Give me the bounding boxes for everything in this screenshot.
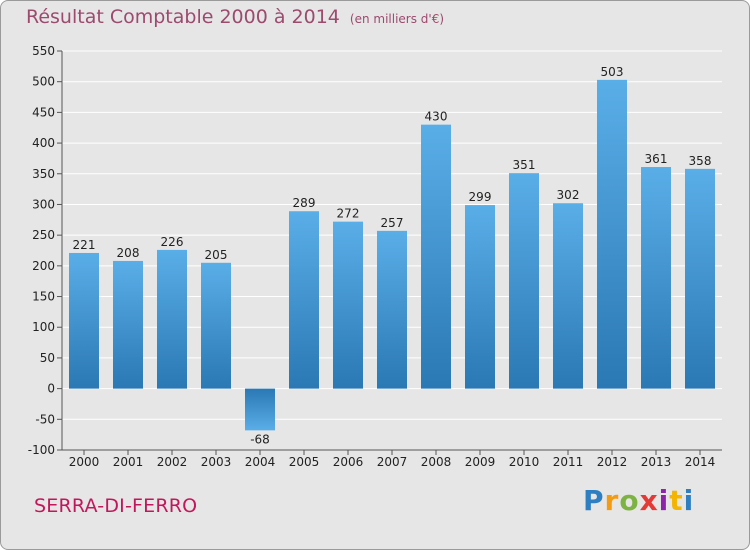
- y-tick-label: -50: [35, 412, 55, 426]
- location-label: SERRA-DI-FERRO: [34, 495, 198, 517]
- x-tick-label: 2000: [69, 455, 100, 469]
- y-tick-label: 300: [32, 197, 55, 211]
- bar: [465, 205, 495, 389]
- bar: [641, 167, 671, 389]
- y-tick-label: 200: [32, 259, 55, 273]
- x-tick-label: 2001: [113, 455, 144, 469]
- bar: [69, 252, 99, 389]
- proxiti-logo: Proxiti: [583, 484, 695, 517]
- x-tick-label: 2013: [641, 455, 672, 469]
- title-text: Résultat Comptable 2000 à 2014: [26, 6, 340, 28]
- data-label: 205: [205, 248, 228, 262]
- y-tick-label: 0: [47, 382, 55, 396]
- bar: [685, 168, 715, 389]
- x-tick-label: 2002: [157, 455, 188, 469]
- y-tick-label: 350: [32, 167, 55, 181]
- data-label: 299: [469, 190, 492, 204]
- y-tick-label: 550: [32, 44, 55, 58]
- data-label: 257: [381, 216, 404, 230]
- x-tick-label: 2008: [421, 455, 452, 469]
- x-tick-label: 2009: [465, 455, 496, 469]
- chart-title: Résultat Comptable 2000 à 2014 (en millie…: [26, 6, 444, 28]
- data-label: 361: [645, 152, 668, 166]
- bar: [113, 260, 143, 389]
- bar: [553, 203, 583, 389]
- bar: [289, 211, 319, 389]
- data-label: 272: [337, 207, 360, 221]
- data-label: -68: [250, 432, 270, 446]
- bar: [245, 388, 275, 431]
- data-labels: 221 208 226 205 -68 289 272 257 430 299 351 302 503 3…: [73, 65, 712, 447]
- bars: [69, 79, 715, 431]
- x-tick-label: 2012: [597, 455, 628, 469]
- y-tick-label: 500: [32, 75, 55, 89]
- x-tick-label: 2005: [289, 455, 320, 469]
- data-label: 208: [117, 246, 140, 260]
- title-unit: (en milliers d'€): [349, 12, 445, 26]
- y-tick-label: 250: [32, 228, 55, 242]
- data-label: 358: [689, 154, 712, 168]
- x-tick-label: 2007: [377, 455, 408, 469]
- data-label: 226: [161, 235, 184, 249]
- data-label: 503: [601, 65, 624, 79]
- data-label: 302: [557, 188, 580, 202]
- axes: -100 -50 0 50 100 150 200 250 300 350 400 450 500 550…: [28, 44, 722, 469]
- bar: [421, 124, 451, 389]
- data-label: 221: [73, 238, 96, 252]
- y-tick-label: 50: [40, 351, 55, 365]
- bar: [509, 173, 539, 389]
- x-tick-label: 2010: [509, 455, 540, 469]
- y-tick-label: 150: [32, 290, 55, 304]
- y-tick-label: 450: [32, 105, 55, 119]
- bar: [201, 262, 231, 389]
- x-tick-label: 2006: [333, 455, 364, 469]
- y-tick-label: -100: [28, 443, 55, 457]
- bar: [157, 249, 187, 389]
- x-tick-label: 2003: [201, 455, 232, 469]
- data-label: 289: [293, 196, 316, 210]
- data-label: 351: [513, 158, 536, 172]
- x-tick-label: 2014: [685, 455, 716, 469]
- bar: [597, 79, 627, 389]
- x-tick-label: 2004: [245, 455, 276, 469]
- x-tick-label: 2011: [553, 455, 584, 469]
- y-tick-label: 400: [32, 136, 55, 150]
- y-tick-label: 100: [32, 320, 55, 334]
- data-label: 430: [425, 110, 448, 124]
- bar: [377, 230, 407, 389]
- bar: [333, 221, 363, 389]
